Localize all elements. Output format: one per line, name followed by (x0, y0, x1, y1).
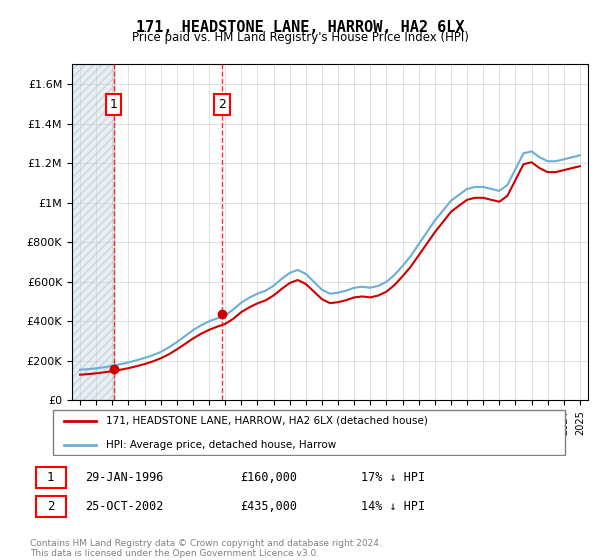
Text: £435,000: £435,000 (240, 500, 297, 513)
Text: 29-JAN-1996: 29-JAN-1996 (85, 471, 164, 484)
Text: 25-OCT-2002: 25-OCT-2002 (85, 500, 164, 513)
Text: Contains HM Land Registry data © Crown copyright and database right 2024.: Contains HM Land Registry data © Crown c… (30, 539, 382, 548)
Text: 171, HEADSTONE LANE, HARROW, HA2 6LX (detached house): 171, HEADSTONE LANE, HARROW, HA2 6LX (de… (106, 416, 428, 426)
Text: £160,000: £160,000 (240, 471, 297, 484)
Text: HPI: Average price, detached house, Harrow: HPI: Average price, detached house, Harr… (106, 440, 337, 450)
Bar (72, 64, 113, 400)
Text: 171, HEADSTONE LANE, HARROW, HA2 6LX: 171, HEADSTONE LANE, HARROW, HA2 6LX (136, 20, 464, 35)
Bar (72, 64, 113, 400)
Text: 1: 1 (110, 98, 118, 111)
Text: Price paid vs. HM Land Registry's House Price Index (HPI): Price paid vs. HM Land Registry's House … (131, 31, 469, 44)
Text: 14% ↓ HPI: 14% ↓ HPI (361, 500, 425, 513)
Text: This data is licensed under the Open Government Licence v3.0.: This data is licensed under the Open Gov… (30, 549, 319, 558)
FancyBboxPatch shape (35, 467, 66, 488)
Text: 2: 2 (218, 98, 226, 111)
Text: 17% ↓ HPI: 17% ↓ HPI (361, 471, 425, 484)
FancyBboxPatch shape (35, 496, 66, 517)
Text: 2: 2 (47, 500, 54, 513)
Text: 1: 1 (47, 471, 54, 484)
FancyBboxPatch shape (53, 410, 565, 455)
